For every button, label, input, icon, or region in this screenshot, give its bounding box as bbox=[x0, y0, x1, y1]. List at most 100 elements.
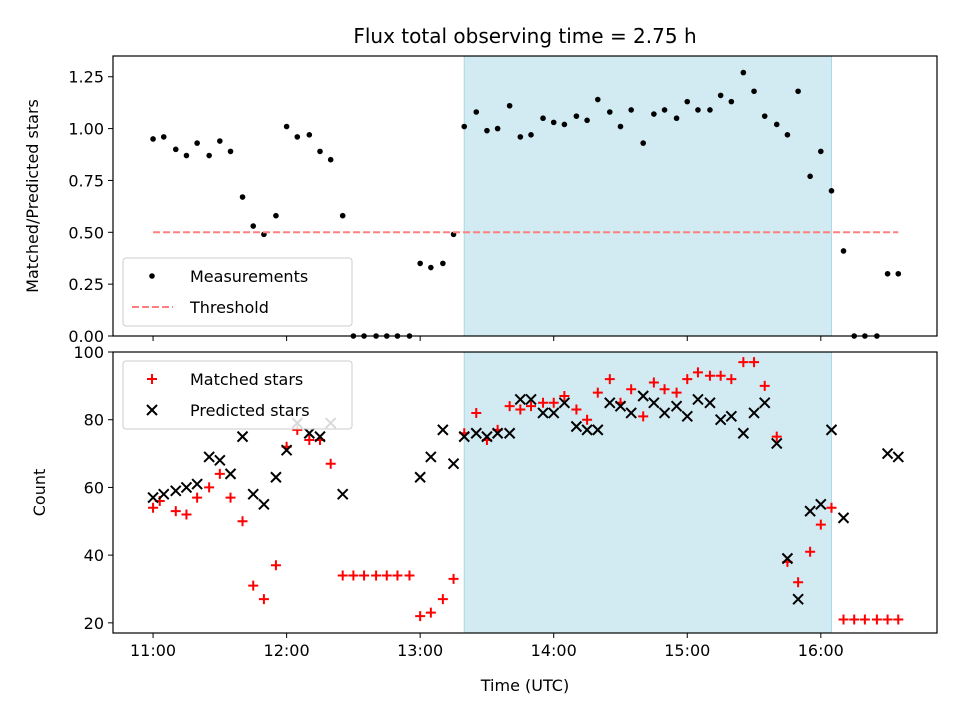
measurements-point bbox=[283, 123, 290, 130]
predicted-stars-point bbox=[704, 397, 716, 409]
predicted-stars-point bbox=[759, 397, 771, 409]
matched-stars-point bbox=[237, 516, 248, 527]
predicted-stars-point bbox=[191, 478, 203, 490]
measurements-point bbox=[673, 115, 680, 122]
x-tick-label: 16:00 bbox=[798, 641, 844, 660]
measurements-point bbox=[573, 113, 580, 119]
measurements-point bbox=[807, 173, 813, 180]
matched-stars-point bbox=[793, 577, 804, 588]
predicted-stars-point bbox=[458, 430, 470, 443]
matched-stars-point bbox=[325, 458, 336, 469]
measurements-point bbox=[172, 146, 179, 153]
chart-title: Flux total observing time = 2.75 h bbox=[353, 24, 696, 48]
matched-stars-point bbox=[626, 384, 637, 395]
matched-stars-point bbox=[415, 611, 426, 622]
predicted-stars-point bbox=[625, 407, 637, 419]
matched-stars-point bbox=[170, 506, 181, 517]
measurements-point bbox=[317, 148, 323, 155]
measurements-point bbox=[540, 115, 546, 122]
predicted-stars-point bbox=[548, 407, 560, 419]
predicted-stars-point bbox=[224, 468, 237, 480]
matched-stars-point bbox=[592, 387, 603, 398]
measurements-point bbox=[895, 270, 902, 277]
measurements-point bbox=[294, 134, 301, 140]
top-legend-box bbox=[122, 257, 353, 327]
matched-stars-point bbox=[659, 384, 670, 395]
matched-stars-point bbox=[559, 391, 570, 402]
top-panel: 0.00 0.25 0.50 0.75 1.00 1.25 Matched/Predicte… bbox=[23, 55, 938, 346]
predicted-stars-point bbox=[414, 471, 426, 483]
top-y-tick-label: 1.00 bbox=[68, 120, 104, 139]
matched-stars-point bbox=[304, 435, 315, 446]
predicted-stars-point bbox=[280, 444, 293, 456]
matched-stars-point bbox=[348, 570, 359, 581]
top-y-tick-label: 0.75 bbox=[68, 171, 104, 190]
bottom-y-tick-label: 40 bbox=[84, 546, 104, 565]
predicted-stars-point bbox=[804, 505, 816, 517]
predicted-stars-point bbox=[258, 498, 270, 511]
matched-stars-point bbox=[692, 367, 703, 378]
measurements-point bbox=[473, 109, 480, 115]
predicted-stars-point bbox=[491, 427, 504, 439]
matched-stars-point bbox=[704, 370, 715, 381]
measurements-point bbox=[506, 102, 513, 109]
x-axis-label: Time (UTC) bbox=[480, 676, 569, 695]
measurements-point bbox=[428, 264, 434, 271]
predicted-stars-point bbox=[525, 393, 537, 406]
measurements-point bbox=[239, 194, 246, 200]
predicted-stars-point bbox=[648, 397, 660, 409]
measurements-point bbox=[273, 212, 279, 219]
predicted-stars-point bbox=[681, 410, 693, 423]
measurements-point bbox=[306, 132, 313, 138]
predicted-stars-point bbox=[558, 397, 571, 409]
predicted-stars-point bbox=[203, 451, 215, 463]
measurements-point bbox=[250, 223, 257, 229]
predicted-stars-point bbox=[514, 393, 527, 406]
matched-stars-point bbox=[515, 404, 526, 415]
predicted-stars-point bbox=[714, 414, 727, 426]
matched-stars-point bbox=[337, 570, 348, 581]
predicted-stars-point bbox=[692, 393, 704, 406]
top-axes-frame bbox=[112, 55, 938, 337]
matched-stars-point bbox=[882, 614, 893, 625]
predicted-stars-point bbox=[670, 400, 683, 412]
matched-stars-point bbox=[893, 614, 904, 625]
predicted-stars-point bbox=[748, 407, 760, 419]
predicted-stars-point bbox=[437, 424, 449, 436]
measurements-point bbox=[707, 107, 713, 113]
matched-stars-point bbox=[148, 502, 159, 513]
measurements-point bbox=[160, 134, 167, 140]
predicted-stars-point bbox=[892, 451, 904, 463]
measurements-legend-marker bbox=[149, 273, 155, 279]
measurements-point bbox=[684, 98, 691, 105]
x-tick-label: 15:00 bbox=[664, 641, 710, 660]
matched-stars-point bbox=[504, 401, 515, 412]
matched-stars-point bbox=[526, 401, 537, 412]
matched-stars-point bbox=[671, 387, 682, 398]
predicted-stars-point bbox=[247, 488, 259, 500]
matched-stars-point bbox=[192, 492, 203, 503]
matched-stars-point bbox=[771, 431, 782, 442]
measurements-point bbox=[840, 248, 847, 254]
matched-stars-point bbox=[258, 594, 269, 605]
measurements-point bbox=[584, 117, 590, 124]
matched-stars-point bbox=[359, 570, 370, 581]
matched-stars-point bbox=[425, 607, 436, 618]
predicted-stars-point bbox=[837, 512, 850, 524]
matched-stars-point bbox=[871, 614, 882, 625]
measurements-point bbox=[561, 121, 568, 128]
matched-stars-point bbox=[571, 404, 582, 415]
bottom-y-tick-label: 20 bbox=[84, 614, 104, 633]
top-y-axis-label: Matched/Predicted stars bbox=[23, 99, 42, 293]
measurements-point bbox=[628, 107, 634, 113]
bottom-y-tick-label: 60 bbox=[84, 478, 104, 497]
predicted-stars-point bbox=[425, 451, 437, 463]
bottom-y-tick-label: 80 bbox=[84, 411, 104, 430]
matched-stars-point bbox=[204, 482, 215, 493]
predicted-stars-point bbox=[737, 427, 750, 439]
measurements-point bbox=[150, 136, 156, 142]
predicted-stars-point bbox=[447, 458, 460, 470]
measurements-point bbox=[828, 188, 835, 194]
matched-stars-point bbox=[805, 546, 816, 557]
top-observing-span bbox=[463, 55, 832, 337]
